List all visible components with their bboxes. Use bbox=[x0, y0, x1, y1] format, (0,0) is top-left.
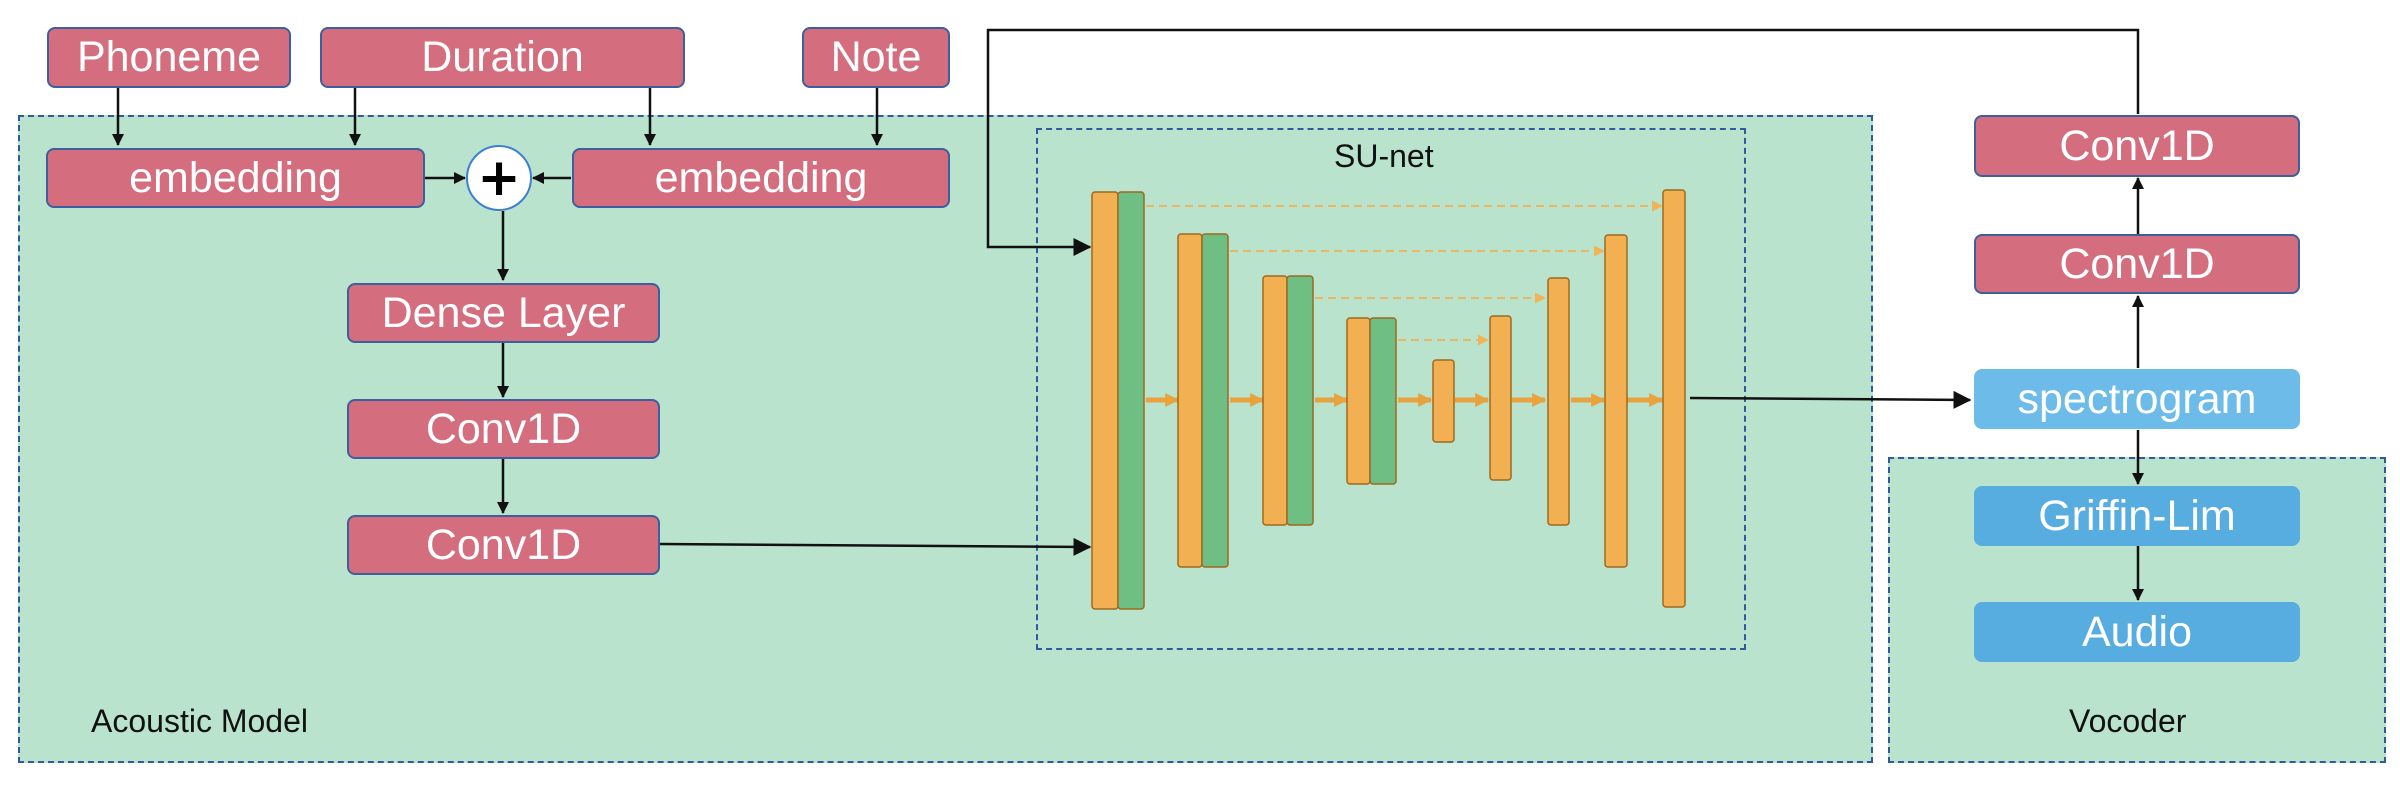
sunet-caption: SU-net bbox=[1334, 138, 1434, 174]
encoder-bar-4 bbox=[1346, 317, 1371, 485]
conv1d-node-2: Conv1D bbox=[347, 515, 660, 575]
encoder-green-bar-3 bbox=[1286, 275, 1314, 526]
spectrogram-node: spectrogram bbox=[1974, 369, 2300, 429]
vocoder-caption: Vocoder bbox=[2069, 703, 2187, 739]
decoder-bar-3 bbox=[1547, 277, 1570, 526]
dense-layer-node: Dense Layer bbox=[347, 283, 660, 343]
acoustic-model-caption: Acoustic Model bbox=[91, 703, 308, 739]
duration-node: Duration bbox=[320, 27, 685, 88]
arrow-sunet-to-spectrogram bbox=[1689, 390, 1972, 409]
encoder-bar-3 bbox=[1262, 275, 1288, 526]
encoder-bar-1 bbox=[1091, 191, 1119, 610]
plus-icon: + bbox=[466, 145, 532, 211]
embedding-right-node: embedding bbox=[572, 148, 950, 208]
encoder-bar-2 bbox=[1177, 233, 1203, 568]
griffin-lim-node: Griffin-Lim bbox=[1974, 486, 2300, 546]
decoder-bar-1 bbox=[1662, 189, 1686, 608]
phoneme-node: Phoneme bbox=[47, 27, 291, 88]
arrow-vocoder-conv-to-sunet bbox=[986, 28, 2140, 256]
decoder-bar-4 bbox=[1489, 315, 1512, 481]
encoder-green-bar-2 bbox=[1201, 233, 1229, 568]
arrow-conv2-to-sunet bbox=[659, 537, 1092, 556]
conv1d-node-1: Conv1D bbox=[347, 399, 660, 459]
encoder-green-bar-4 bbox=[1369, 317, 1397, 485]
decoder-bar-2 bbox=[1604, 234, 1628, 568]
encoder-green-bar-1 bbox=[1117, 191, 1145, 610]
embedding-left-node: embedding bbox=[46, 148, 425, 208]
sunet-region bbox=[1036, 128, 1746, 650]
note-node: Note bbox=[802, 27, 950, 88]
vocoder-conv1d-mid-node: Conv1D bbox=[1974, 234, 2300, 294]
audio-node: Audio bbox=[1974, 602, 2300, 662]
vocoder-conv1d-top-node: Conv1D bbox=[1974, 115, 2300, 177]
bottleneck-bar bbox=[1432, 359, 1455, 443]
